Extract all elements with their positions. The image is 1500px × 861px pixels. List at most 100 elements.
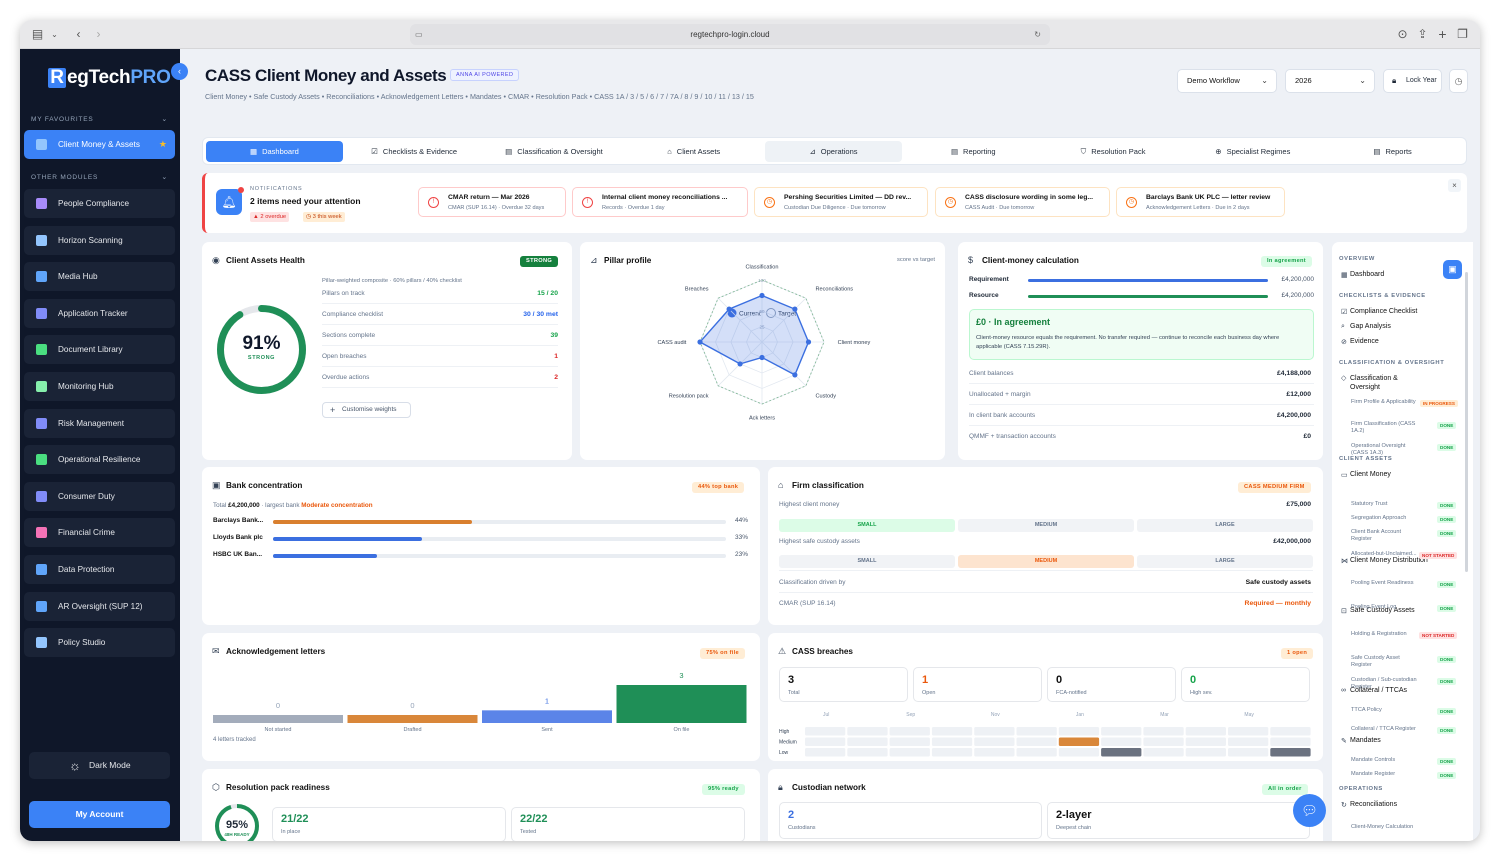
card-title: CASS breaches xyxy=(792,647,853,656)
tab-dashboard[interactable]: ▦ Dashboard xyxy=(206,141,343,162)
tab-resolution-pack[interactable]: ⛉ Resolution Pack xyxy=(1080,147,1146,156)
sidebar-item-label: Monitoring Hub xyxy=(58,382,114,391)
notification-item[interactable]: ! Internal client money reconciliations .… xyxy=(572,187,748,217)
nav-subitem[interactable]: Firm Classification (CASS 1A.2) xyxy=(1351,421,1416,434)
nav-subitem[interactable]: Firm Profile & Applicability xyxy=(1351,399,1416,405)
sidebar-item-monitoring-hub[interactable]: Monitoring Hub xyxy=(24,372,175,401)
nav-reconciliations[interactable]: ↻ Reconciliations xyxy=(1341,801,1398,809)
status-badge: DONE xyxy=(1437,530,1457,537)
bank-bar-fill xyxy=(273,554,378,558)
nav-subitem[interactable]: Segregation Approach xyxy=(1351,515,1407,521)
reload-icon[interactable]: ↻ xyxy=(1034,30,1041,39)
new-tab-icon[interactable]: + xyxy=(1438,26,1447,42)
sidebar-item-data-protection[interactable]: Data Protection xyxy=(24,555,175,584)
nav-client-money[interactable]: ▭ Client Money xyxy=(1341,471,1391,479)
health-row-label: Compliance checklist xyxy=(322,311,384,318)
history-button[interactable]: ◷ xyxy=(1449,69,1468,93)
tab-reports[interactable]: ▤ Reports xyxy=(1373,147,1412,156)
forward-icon[interactable]: › xyxy=(96,27,101,41)
other-modules-section-label[interactable]: OTHER MODULES ⌄ xyxy=(31,174,168,181)
breach-heatmap: Jul Sep Nov Jan Mar May High Medium Low xyxy=(779,712,1311,757)
module-icon xyxy=(36,381,47,392)
tab-client-assets[interactable]: ⌂ Client Assets xyxy=(667,147,721,156)
download-icon[interactable]: ⊙ xyxy=(1397,27,1408,41)
notification-item[interactable]: ! CMAR return — Mar 2026 CMAR (SUP 16.14) … xyxy=(418,187,566,217)
cm-row-label: In client bank accounts xyxy=(969,412,1036,419)
heatmap-cell xyxy=(1270,748,1311,757)
collapse-sidebar-button[interactable]: ‹ xyxy=(171,63,188,80)
respack-stat: 21/22 In place xyxy=(272,807,506,841)
nav-collateral-ttcas[interactable]: ∞ Collateral / TTCAs xyxy=(1341,687,1408,694)
back-icon[interactable]: ‹ xyxy=(76,27,81,41)
scrollbar[interactable] xyxy=(1465,272,1468,572)
nav-subitem[interactable]: Pooling Event Log xyxy=(1351,604,1397,610)
sidebar-item-risk-management[interactable]: Risk Management xyxy=(24,408,175,438)
my-account-button[interactable]: My Account xyxy=(29,801,170,828)
nav-evidence[interactable]: ⊘ Evidence xyxy=(1341,338,1379,346)
notification-item[interactable]: ◷ Barclays Bank UK PLC — letter review Ack… xyxy=(1116,187,1285,217)
nav-subitem[interactable]: Allocated-but-Unclaimed... xyxy=(1351,551,1417,557)
address-bar[interactable]: regtechpro-login.cloud ▭ ↻ xyxy=(410,24,1050,45)
ack-bar xyxy=(616,685,747,723)
nav-compliance-checklist[interactable]: ☑ Compliance Checklist xyxy=(1341,308,1418,316)
sidebar-item-policy-studio[interactable]: Policy Studio xyxy=(24,628,175,658)
page-info-icon[interactable]: ▭ xyxy=(415,30,423,39)
nav-mandates[interactable]: ✎ Mandates xyxy=(1341,737,1381,745)
sidebar-item-document-library[interactable]: Document Library xyxy=(24,335,175,365)
lock-year-button[interactable]: 🔒︎ Lock Year xyxy=(1383,69,1442,93)
sidebar-item-people-compliance[interactable]: People Compliance xyxy=(24,189,175,218)
year-select[interactable]: 2026 ⌄ xyxy=(1285,69,1375,93)
status-badge: 1 open xyxy=(1281,648,1314,659)
notification-item[interactable]: ◷ Pershing Securities Limited — DD rev...… xyxy=(754,187,928,217)
overdue-pill[interactable]: ▲ 2 overdue xyxy=(250,212,290,222)
bell-icon[interactable]: 🔔︎ xyxy=(216,187,244,215)
sidebar-item-horizon-scanning[interactable]: Horizon Scanning xyxy=(24,225,175,255)
nav-subitem[interactable]: Collateral / TTCA Register xyxy=(1351,726,1416,732)
chat-button[interactable]: 💬︎ xyxy=(1293,794,1326,827)
sidebar-item-consumer-duty[interactable]: Consumer Duty xyxy=(24,481,175,511)
nav-subitem[interactable]: Client Bank Account Register xyxy=(1351,529,1402,542)
dark-mode-toggle[interactable]: ☼ Dark Mode xyxy=(29,752,170,779)
heatmap-cell xyxy=(931,727,973,736)
tab-reporting[interactable]: ▤ Reporting xyxy=(950,147,996,156)
notification-item[interactable]: ◷ CASS disclosure wording in some leg... C… xyxy=(935,187,1110,217)
bank-name: Barclays Bank... xyxy=(213,517,264,524)
nav-dashboard[interactable]: ▦ Dashboard xyxy=(1341,271,1385,279)
nav-safe-custody-assets[interactable]: ⊡ Safe Custody Assets xyxy=(1341,607,1415,615)
tab-specialist-regimes[interactable]: ⊕ Specialist Regimes xyxy=(1215,147,1291,156)
customise-weights-button[interactable]: + Customise weights xyxy=(322,402,411,418)
sidebar-item-client-money-assets[interactable]: Client Money & Assets ★ xyxy=(24,130,175,159)
tab-operations[interactable]: ⊿ Operations xyxy=(765,141,902,162)
sidebar-toggle-icon[interactable]: ▤ xyxy=(31,27,44,41)
nav-subitem[interactable]: Pooling Event Readiness xyxy=(1351,580,1414,586)
nav-subitem[interactable]: Mandate Register xyxy=(1351,771,1396,777)
this-week-pill[interactable]: ◷ 3 this week xyxy=(303,212,345,222)
nav-subitem[interactable]: Mandate Controls xyxy=(1351,757,1396,763)
nav-subitem[interactable]: Client-Money Calculation xyxy=(1351,824,1414,830)
sidebar-item-operational-resilience[interactable]: Operational Resilience xyxy=(24,445,175,475)
chevron-down-icon[interactable]: ⌄ xyxy=(51,30,58,39)
tabs-overview-icon[interactable]: ❐ xyxy=(1457,27,1468,41)
nav-subitem[interactable]: TTCA Policy xyxy=(1351,707,1382,713)
nav-client-money-distribution[interactable]: ⋈ Client Money Distribution xyxy=(1341,557,1428,565)
sidebar-item-application-tracker[interactable]: Application Tracker xyxy=(24,298,175,328)
tab-classification-oversight[interactable]: ▤ Classification & Oversight xyxy=(505,147,603,156)
workflow-select[interactable]: Demo Workflow ⌄ xyxy=(1177,69,1277,93)
nav-subitem[interactable]: Safe Custody Asset Register xyxy=(1351,655,1400,668)
sidebar-item-media-hub[interactable]: Media Hub xyxy=(24,262,175,292)
sidebar-item-financial-crime[interactable]: Financial Crime xyxy=(24,518,175,548)
nav-classification-oversight[interactable]: ◇ Classification & Oversight xyxy=(1341,375,1398,391)
heatmap-cell xyxy=(805,737,846,746)
share-icon[interactable]: ⇪ xyxy=(1417,27,1428,41)
star-icon[interactable]: ★ xyxy=(158,139,167,149)
sidebar-item-ar-oversight-sup-12[interactable]: AR Oversight (SUP 12) xyxy=(24,591,175,621)
nav-subitem[interactable]: Holding & Registration xyxy=(1351,631,1407,637)
nav-subitem[interactable]: Custodian / Sub-custodian Register xyxy=(1351,677,1417,690)
nav-subitem[interactable]: Statutory Trust xyxy=(1351,501,1388,507)
close-icon[interactable]: × xyxy=(1448,179,1461,192)
tab-checklists-evidence[interactable]: ☑ Checklists & Evidence xyxy=(371,147,458,156)
nav-subitem[interactable]: Operational Oversight (CASS 1A.3) xyxy=(1351,443,1406,456)
panel-toggle-icon[interactable]: ▣ xyxy=(1443,260,1462,279)
favourites-section-label[interactable]: MY FAVOURITES ⌄ xyxy=(31,116,168,123)
nav-gap-analysis[interactable]: ⌕ Gap Analysis xyxy=(1341,323,1391,330)
